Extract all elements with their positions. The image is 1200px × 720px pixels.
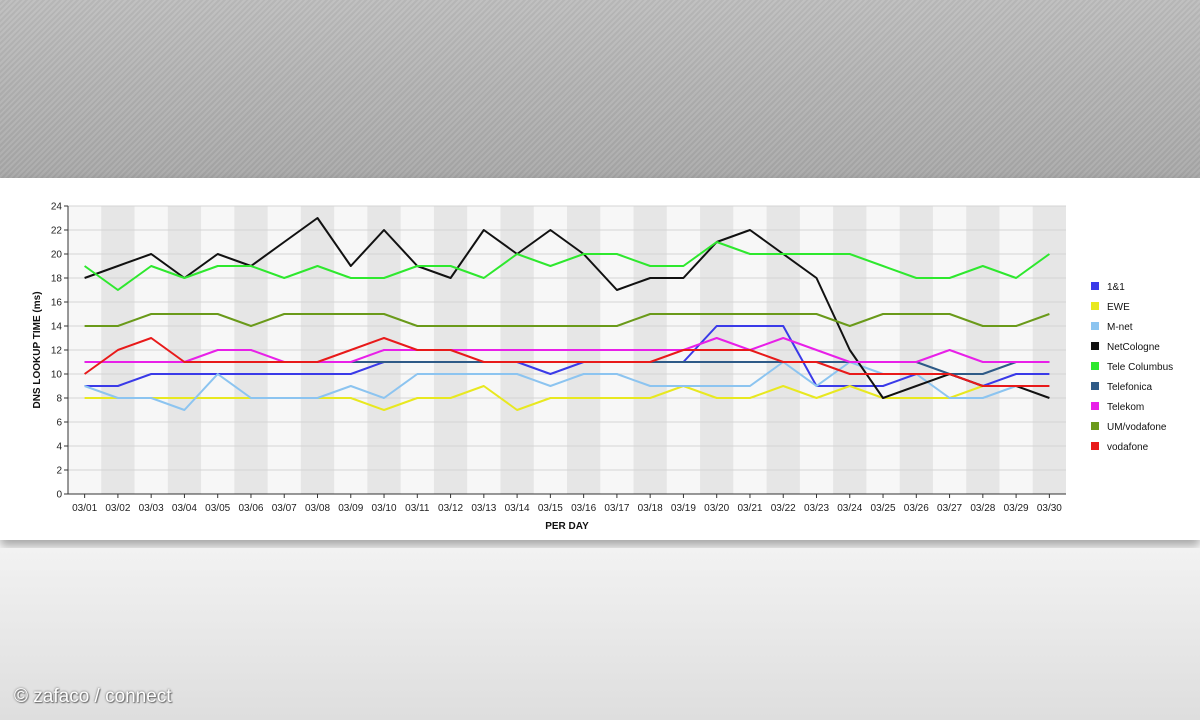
x-tick-label: 03/03 [139,503,164,514]
y-tick-label: 8 [56,394,62,405]
x-tick-label: 03/29 [1004,503,1029,514]
x-tick-label: 03/06 [238,503,263,514]
legend-label: vodafone [1107,442,1149,453]
legend-label: Tele Columbus [1107,362,1173,373]
chart-panel: 0 2 4 6 8 10 12 14 16 18 20 22 24 03/01 03/02 03/03 03/… [0,178,1200,540]
x-tick-label: 03/02 [105,503,130,514]
y-tick-label: 4 [56,442,62,453]
x-tick-label: 03/10 [372,503,397,514]
legend-label: 1&1 [1107,282,1125,293]
x-tick-label: 03/20 [704,503,729,514]
x-tick-label: 03/27 [937,503,962,514]
x-tick-label: 03/24 [837,503,862,514]
legend-swatch [1091,342,1099,350]
x-tick-label: 03/30 [1037,503,1062,514]
legend-swatch [1091,442,1099,450]
x-tick-label: 03/21 [737,503,762,514]
legend-swatch [1091,382,1099,390]
x-tick-label: 03/11 [405,503,430,514]
x-tick-label: 03/08 [305,503,330,514]
legend-label: EWE [1107,302,1130,313]
series-line [84,313,1050,327]
chart-legend: 1&1 EWE M-net NetCologne Tele Columbus Telefo… [1091,282,1173,453]
background-top-band [0,0,1200,178]
x-tick-label: 03/18 [638,503,663,514]
x-tick-label: 03/01 [72,503,97,514]
x-tick-label: 03/22 [771,503,796,514]
legend-label: Telefonica [1107,382,1152,393]
x-tick-label: 03/04 [172,503,197,514]
y-tick-label: 6 [56,418,62,429]
y-tick-label: 2 [56,466,62,477]
x-tick-label: 03/09 [338,503,363,514]
legend-swatch [1091,402,1099,410]
series-line [84,337,1050,387]
background-bottom-band [0,548,1200,720]
legend-swatch [1091,322,1099,330]
y-axis-title: DNS LOOKUP TIME (ms) [32,291,43,408]
y-tick-label: 18 [51,274,63,285]
x-tick-label: 03/23 [804,503,829,514]
legend-swatch [1091,422,1099,430]
x-tick-label: 03/16 [571,503,596,514]
y-tick-label: 10 [51,370,63,381]
series-line [84,337,1050,363]
x-tick-label: 03/19 [671,503,696,514]
x-tick-label: 03/13 [471,503,496,514]
x-tick-label: 03/12 [438,503,463,514]
x-tick-label: 03/07 [272,503,297,514]
y-tick-label: 22 [51,226,63,237]
legend-swatch [1091,302,1099,310]
x-axis-ticks: 03/01 03/02 03/03 03/04 03/05 03/06 03/07 03/08… [72,494,1062,514]
legend-label: Telekom [1107,402,1144,413]
series-line [84,217,1050,399]
legend-label: UM/vodafone [1107,422,1167,433]
series-lines [84,217,1050,411]
y-tick-label: 14 [51,322,63,333]
x-tick-label: 03/17 [604,503,629,514]
y-tick-label: 16 [51,298,63,309]
legend-label: NetCologne [1107,342,1160,353]
x-tick-label: 03/25 [871,503,896,514]
x-axis-title: PER DAY [545,521,589,532]
copyright-watermark: © zafaco / connect [14,686,172,707]
legend-swatch [1091,282,1099,290]
series-line [84,325,1050,387]
y-tick-label: 20 [51,250,63,261]
y-tick-label: 24 [51,202,63,213]
x-tick-label: 03/15 [538,503,563,514]
x-tick-label: 03/05 [205,503,230,514]
series-line [84,385,1050,411]
x-tick-label: 03/28 [970,503,995,514]
x-tick-label: 03/26 [904,503,929,514]
x-tick-label: 03/14 [505,503,530,514]
series-line [84,241,1050,291]
legend-swatch [1091,362,1099,370]
y-tick-label: 12 [51,346,63,357]
y-tick-label: 0 [56,490,62,501]
legend-label: M-net [1107,322,1133,333]
